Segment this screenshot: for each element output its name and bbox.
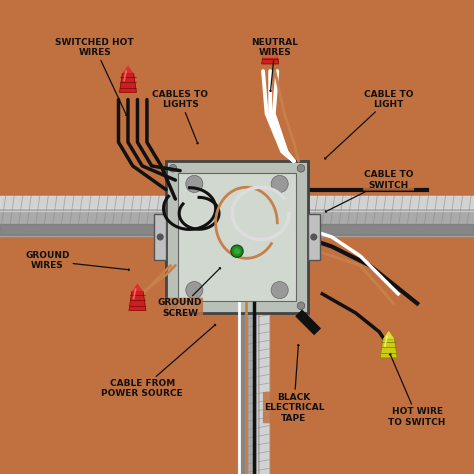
Polygon shape	[383, 331, 394, 339]
Text: HOT WIRE
TO SWITCH: HOT WIRE TO SWITCH	[388, 354, 446, 427]
Text: CABLES TO
LIGHTS: CABLES TO LIGHTS	[152, 90, 208, 144]
Polygon shape	[262, 45, 279, 64]
Polygon shape	[129, 292, 146, 310]
Circle shape	[231, 245, 243, 257]
Circle shape	[186, 175, 203, 192]
Text: CABLE TO
SWITCH: CABLE TO SWITCH	[326, 171, 413, 212]
Polygon shape	[264, 37, 276, 45]
Polygon shape	[119, 73, 137, 92]
Circle shape	[311, 234, 317, 240]
Text: NEUTRAL
WIRES: NEUTRAL WIRES	[251, 38, 299, 91]
Text: GROUND
SCREW: GROUND SCREW	[158, 268, 220, 318]
Text: CABLE FROM
POWER SOURCE: CABLE FROM POWER SOURCE	[101, 324, 216, 398]
Circle shape	[297, 164, 305, 172]
Circle shape	[297, 302, 305, 310]
Bar	[308, 214, 320, 260]
Bar	[154, 214, 166, 260]
Circle shape	[271, 175, 288, 192]
Circle shape	[157, 234, 163, 240]
Circle shape	[271, 282, 288, 299]
Polygon shape	[122, 65, 134, 73]
Circle shape	[169, 164, 177, 172]
Circle shape	[186, 282, 203, 299]
Text: SWITCHED HOT
WIRES: SWITCHED HOT WIRES	[55, 38, 134, 115]
Circle shape	[169, 302, 177, 310]
Text: BLACK
ELECTRICAL
TAPE: BLACK ELECTRICAL TAPE	[264, 345, 324, 422]
Text: GROUND
WIRES: GROUND WIRES	[25, 251, 129, 271]
Bar	[168, 164, 310, 315]
Bar	[178, 173, 296, 301]
Circle shape	[234, 248, 240, 254]
Text: CABLE TO
LIGHT: CABLE TO LIGHT	[325, 90, 413, 159]
Polygon shape	[132, 283, 143, 292]
Polygon shape	[380, 339, 397, 358]
Bar	[166, 161, 308, 313]
